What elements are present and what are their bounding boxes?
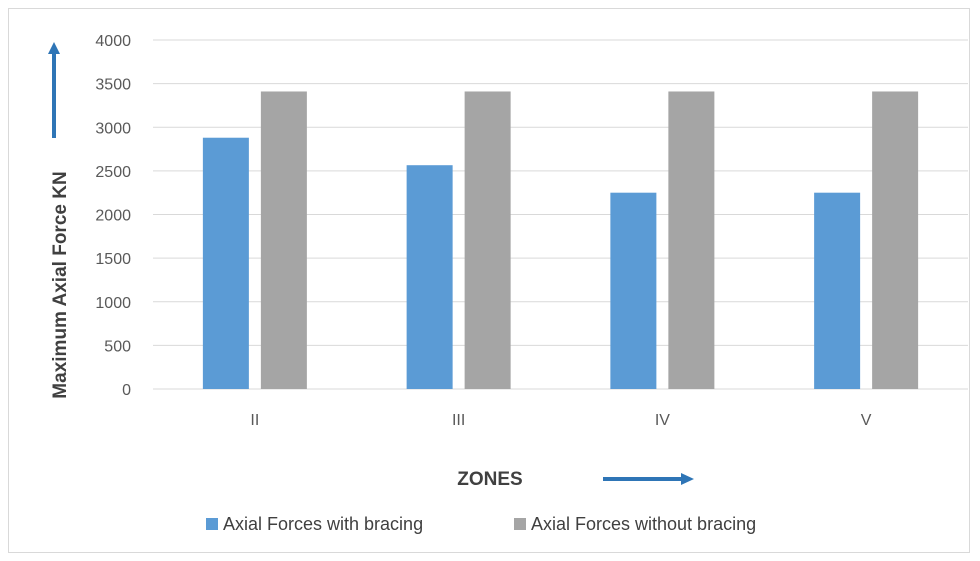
bar-with-bracing <box>406 165 453 389</box>
bar-without-bracing <box>260 91 307 389</box>
x-axis-categories: II III IV V <box>250 412 871 429</box>
bar-with-bracing <box>610 192 657 389</box>
x-category-label: III <box>452 412 465 429</box>
y-axis-title: Maximum Axial Force KN <box>50 171 71 398</box>
x-axis-title: ZONES <box>457 469 522 490</box>
bars <box>202 91 919 389</box>
x-category-label: II <box>250 412 259 429</box>
bar-with-bracing <box>814 192 861 389</box>
legend-label: Axial Forces without bracing <box>531 514 756 534</box>
x-axis-arrow-icon <box>603 473 694 485</box>
y-tick-label: 2000 <box>95 208 131 225</box>
y-axis-ticks: 0 500 1000 1500 2000 2500 3000 3500 4000 <box>95 33 131 399</box>
bar-without-bracing <box>872 91 919 389</box>
y-tick-label: 1500 <box>95 251 131 268</box>
bar-without-bracing <box>668 91 715 389</box>
y-tick-label: 2500 <box>95 164 131 181</box>
legend-swatch <box>206 518 218 530</box>
y-tick-label: 0 <box>122 382 131 399</box>
legend-label: Axial Forces with bracing <box>223 514 423 534</box>
x-category-label: V <box>861 412 872 429</box>
bar-without-bracing <box>464 91 511 389</box>
x-category-label: IV <box>655 412 670 429</box>
y-axis-arrow-icon <box>48 42 60 138</box>
chart-frame <box>8 8 970 553</box>
legend: Axial Forces with bracing Axial Forces wi… <box>206 514 756 534</box>
y-tick-label: 4000 <box>95 33 131 50</box>
y-tick-label: 500 <box>104 338 131 355</box>
legend-swatch <box>514 518 526 530</box>
bar-with-bracing <box>202 137 249 389</box>
y-tick-label: 1000 <box>95 295 131 312</box>
y-tick-label: 3500 <box>95 77 131 94</box>
y-tick-label: 3000 <box>95 120 131 137</box>
